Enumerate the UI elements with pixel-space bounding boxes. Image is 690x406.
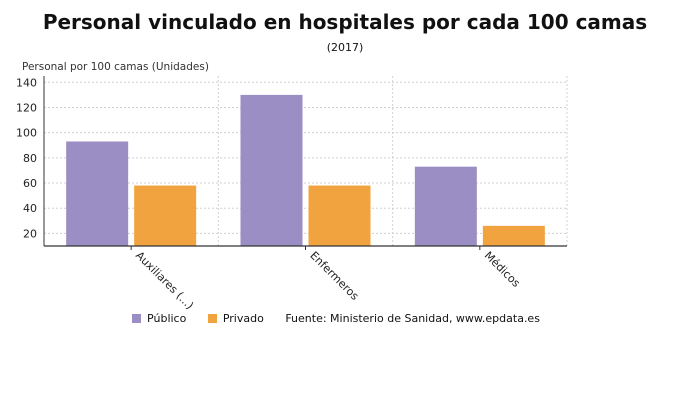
source-note: Fuente: Ministerio de Sanidad, www.epdat…	[285, 311, 540, 325]
x-tick-label: Médicos	[482, 249, 523, 290]
bar-publico-1	[240, 94, 303, 246]
y-tick-label: 120	[16, 101, 37, 114]
y-tick-label: 140	[16, 76, 37, 89]
y-tick-label: 80	[23, 152, 37, 165]
bar-publico-0	[66, 141, 129, 246]
legend-item-publico: Público	[132, 312, 186, 325]
legend-label-publico: Público	[147, 311, 187, 325]
y-tick-label: 100	[16, 127, 37, 140]
y-axis-title: Personal por 100 camas (Unidades)	[22, 61, 209, 73]
legend-label-privado: Privado	[222, 311, 264, 325]
grid-lines	[44, 76, 568, 246]
y-tick-label: 60	[23, 177, 37, 190]
x-tick-label: Auxiliares (...)	[133, 249, 196, 312]
bar-privado-1	[308, 185, 371, 246]
legend-item-privado: Privado	[207, 311, 264, 325]
y-tick-label: 20	[23, 227, 37, 240]
bar-privado-0	[134, 185, 197, 246]
x-tick-label: Enfermeros	[307, 249, 361, 303]
chart-subtitle: (2017)	[326, 41, 364, 54]
legend-swatch-privado	[207, 313, 217, 323]
legend-swatch-publico	[132, 313, 142, 323]
legend: Público Privado Fuente: Ministerio de Sa…	[0, 311, 690, 325]
bars	[66, 94, 545, 246]
bar-publico-2	[414, 166, 477, 246]
chart-title: Personal vinculado en hospitales por cad…	[42, 10, 648, 34]
bar-privado-2	[482, 225, 545, 246]
y-tick-label: 40	[23, 202, 37, 215]
